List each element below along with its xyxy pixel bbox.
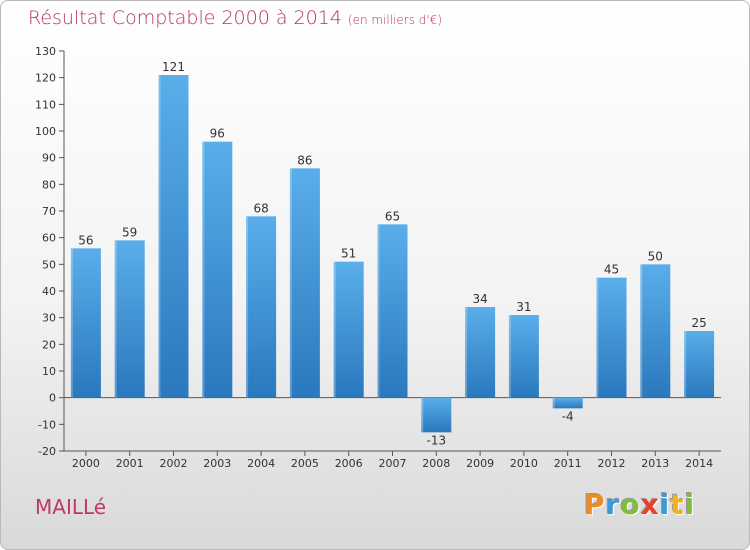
logo-letter: i [659,488,671,521]
logo-letter: o [620,488,641,521]
logo-letter: x [640,488,660,521]
logo-letter: P [584,488,606,521]
data-label: 56 [78,233,93,247]
bar [421,397,452,433]
y-tick-label: 100 [35,125,56,138]
bar-highlight [333,261,336,398]
bar-highlight [70,248,73,398]
x-tick-label: 2011 [554,457,582,470]
bar [640,264,671,398]
data-label: 25 [691,316,706,330]
x-tick-label: 2006 [335,457,363,470]
bar-highlight [158,75,161,398]
x-tick-label: 2012 [598,457,626,470]
bar [202,141,233,398]
y-tick-label: 60 [42,232,56,245]
x-tick-label: 2004 [247,457,275,470]
y-tick-label: 50 [42,258,56,271]
bars [70,75,715,433]
bar-highlight [421,397,424,433]
chart-title: Résultat Comptable 2000 à 2014 (en millie… [28,7,442,29]
data-label: -4 [562,409,574,423]
bar [289,168,320,398]
data-label: 86 [297,153,312,167]
bar-highlight [202,141,205,398]
bar [596,277,627,398]
y-tick-label: 90 [42,152,56,165]
bar-highlight [684,331,687,398]
bar-highlight [465,307,468,398]
bar [377,224,408,398]
data-label: 68 [253,201,268,215]
y-tick-label: 130 [35,45,56,58]
bar [684,331,715,398]
bar [246,216,277,398]
y-tick-label: 40 [42,285,56,298]
data-label: 50 [648,249,663,263]
bar [508,315,539,398]
y-tick-label: 120 [35,72,56,85]
x-tick-label: 2002 [160,457,188,470]
y-tick-label: -10 [38,418,56,431]
y-tick-label: -20 [38,445,56,458]
x-tick-label: 2003 [203,457,231,470]
bar-highlight [114,240,117,398]
data-label: 96 [210,127,225,141]
data-label: 45 [604,263,619,277]
y-tick-label: 20 [42,338,56,351]
data-label: 34 [472,292,487,306]
data-label: 51 [341,247,356,261]
x-tick-label: 2013 [641,457,669,470]
bar-highlight [640,264,643,398]
logo-letter: i [684,488,696,521]
chart-subtitle: (en milliers d'€) [347,13,443,27]
x-tick-label: 2005 [291,457,319,470]
bar [465,307,496,398]
logo-letter: t [670,488,685,521]
y-tick-label: 110 [35,98,56,111]
bar [552,397,583,409]
data-label: 59 [122,225,137,239]
x-tick-label: 2014 [685,457,713,470]
bar [158,75,189,398]
y-tick-label: 10 [42,365,56,378]
proxiti-logo[interactable]: Proxiti [584,488,695,521]
data-label: -13 [426,433,446,447]
y-tick-label: 70 [42,205,56,218]
bar [333,261,364,398]
y-tick-label: 30 [42,312,56,325]
bar-highlight [508,315,511,398]
bar-highlight [246,216,249,398]
x-tick-label: 2007 [379,457,407,470]
data-labels: 56 59 121 96 68 86 51 65 -13 34 31 -4 45 50 25 [78,60,706,447]
chart-title-text: Résultat Comptable 2000 à 2014 [28,7,342,29]
x-tick-label: 2010 [510,457,538,470]
bar-highlight [596,277,599,398]
y-tick-label: 0 [49,392,56,405]
bar-highlight [552,397,555,409]
x-tick-label: 2008 [422,457,450,470]
x-tick-label: 2001 [116,457,144,470]
bar [70,248,101,398]
data-label: 65 [385,209,400,223]
y-tick-label: 80 [42,178,56,191]
data-label: 121 [162,60,185,74]
data-label: 31 [516,300,531,314]
bar [114,240,145,398]
x-tick-label: 2000 [72,457,100,470]
logo-letter: r [605,488,621,521]
bar-highlight [289,168,292,398]
commune-name: MAILLé [35,495,107,519]
bar-highlight [377,224,380,398]
x-tick-label: 2009 [466,457,494,470]
